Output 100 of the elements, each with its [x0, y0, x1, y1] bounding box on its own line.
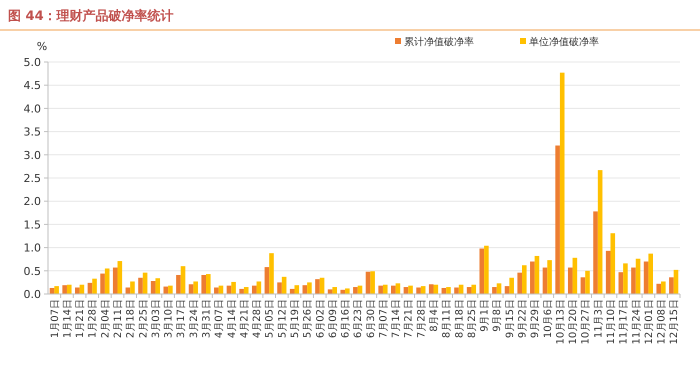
- bar: [320, 278, 324, 294]
- legend-label: 单位净值破净率: [529, 36, 599, 48]
- x-tick-label: 3月10日: [164, 299, 175, 338]
- bar: [155, 278, 160, 294]
- x-tick-label: 8月25日: [466, 299, 478, 338]
- bar: [307, 282, 312, 294]
- bar: [214, 288, 219, 294]
- x-tick-label: 4月07日: [214, 299, 226, 338]
- bar: [54, 286, 59, 294]
- bar: [623, 263, 628, 294]
- y-tick-label: 4.5: [24, 79, 41, 92]
- y-tick-label: 2.5: [24, 172, 41, 185]
- x-tick-label: 6月16日: [340, 299, 352, 338]
- bar: [168, 286, 173, 294]
- x-tick-label: 4月28日: [252, 299, 264, 338]
- bar: [370, 271, 375, 294]
- bar: [112, 268, 118, 294]
- bar: [218, 286, 224, 294]
- x-tick-label: 7月28日: [416, 299, 428, 338]
- x-tick-label: 1月21日: [75, 299, 86, 338]
- bar: [80, 284, 84, 294]
- y-axis-title: %: [36, 40, 48, 53]
- x-tick-label: 11月3日: [593, 299, 604, 338]
- bar: [282, 276, 286, 294]
- bar: [492, 287, 497, 294]
- bar: [353, 287, 358, 294]
- x-tick-label: 6月23日: [353, 299, 364, 338]
- bar: [648, 254, 653, 294]
- bar: [256, 281, 262, 294]
- x-tick-label: 10月27日: [580, 299, 592, 344]
- y-tick-label: 0.5: [24, 264, 41, 278]
- x-tick-label: 2月18日: [126, 299, 137, 338]
- x-tick-label: 3月31日: [202, 299, 212, 338]
- x-tick-label: 7月14日: [391, 299, 402, 338]
- bar: [580, 277, 586, 294]
- bar: [466, 287, 472, 294]
- bar: [332, 287, 337, 294]
- bar: [674, 270, 678, 294]
- bar: [142, 272, 148, 294]
- legend-label: 累计净值破净率: [404, 36, 474, 48]
- bar: [188, 284, 194, 294]
- bar: [572, 258, 578, 294]
- x-tick-label: 5月12日: [277, 299, 288, 338]
- bar: [636, 258, 640, 294]
- x-tick-label: 8月18日: [454, 299, 466, 338]
- y-tick-label: 1.5: [24, 218, 41, 232]
- bar: [252, 286, 257, 294]
- y-tick-label: 2.0: [24, 195, 41, 208]
- bar: [206, 274, 211, 294]
- bar: [547, 260, 552, 294]
- bar: [484, 246, 489, 294]
- bar: [534, 256, 540, 294]
- x-tick-label: 3月03日: [150, 299, 162, 338]
- x-tick-label: 10月13日: [555, 299, 566, 344]
- bar: [163, 286, 168, 294]
- x-tick-label: 6月30日: [366, 299, 377, 338]
- bar: [118, 261, 122, 294]
- bar: [104, 268, 110, 294]
- bar: [446, 287, 451, 294]
- bar: [618, 272, 624, 294]
- bar: [530, 262, 535, 294]
- bar: [598, 170, 602, 294]
- bar: [606, 250, 610, 294]
- y-tick-label: 4.0: [24, 102, 41, 116]
- bar: [420, 286, 426, 294]
- bar: [656, 284, 662, 294]
- bar: [100, 274, 105, 294]
- bar: [231, 282, 236, 294]
- bar: [226, 286, 232, 294]
- x-tick-label: 5月26日: [302, 299, 314, 338]
- x-tick-label: 4月14日: [226, 299, 238, 338]
- x-tick-label: 1月14日: [62, 299, 74, 338]
- bar: [315, 279, 320, 294]
- bar: [408, 286, 413, 294]
- bar: [454, 288, 459, 294]
- x-tick-label: 6月09日: [328, 299, 339, 338]
- bar: [458, 284, 464, 294]
- x-tick-label: 2月25日: [138, 299, 150, 338]
- x-tick-label: 10月6日: [542, 299, 554, 338]
- x-tick-label: 11月10日: [606, 299, 617, 344]
- bar: [509, 278, 514, 294]
- bar: [555, 146, 560, 294]
- bar: [517, 272, 522, 294]
- bar: [358, 286, 362, 294]
- x-tick-label: 2月04日: [100, 299, 112, 338]
- x-tick-label: 11月24日: [631, 299, 642, 344]
- bar: [378, 286, 383, 294]
- bar: [201, 274, 206, 294]
- x-tick-label: 6月02日: [315, 299, 326, 338]
- bar: [560, 72, 565, 294]
- x-tick-label: 1月07日: [50, 299, 61, 338]
- x-tick-label: 9月15日: [504, 299, 516, 338]
- bar: [434, 284, 438, 294]
- bar: [585, 270, 590, 294]
- bar: [150, 281, 156, 294]
- bar: [404, 287, 408, 294]
- bar: [542, 268, 548, 294]
- bar: [644, 262, 648, 294]
- bar: [504, 286, 510, 294]
- x-tick-label: 12月15日: [669, 299, 680, 344]
